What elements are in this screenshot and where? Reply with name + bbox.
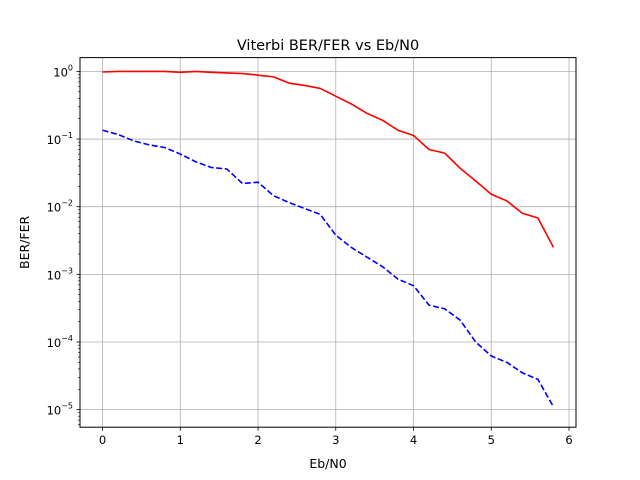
y-tick-label: 10−1: [47, 131, 73, 147]
x-tick-label: 5: [488, 433, 495, 447]
y-tick-label-exponent: −4: [61, 334, 73, 343]
series-line-2: [102, 129, 555, 408]
y-tick-label-base: 10: [47, 268, 62, 282]
x-tick-label: 0: [99, 433, 106, 447]
y-tick-label-exponent: −2: [61, 199, 73, 208]
x-axis-ticks: 0 1 2 3 4 5 6: [99, 427, 573, 447]
x-tick-label: 1: [177, 433, 184, 447]
y-tick-label-base: 10: [47, 201, 62, 215]
y-tick-label-exponent: −1: [61, 131, 73, 140]
y-tick-label-base: 10: [53, 65, 68, 79]
y-tick-label-base: 10: [47, 336, 62, 350]
y-tick-label-exponent: −3: [61, 266, 73, 275]
y-tick-label-exponent: 0: [68, 63, 73, 72]
y-tick-label: 10−5: [47, 402, 73, 418]
y-tick-label: 100: [53, 63, 73, 79]
x-tick-label: 3: [332, 433, 339, 447]
grid-lines: [80, 57, 576, 428]
x-tick-label: 2: [254, 433, 261, 447]
x-axis-label: Eb/N0: [309, 456, 346, 471]
axes-frame: [79, 57, 577, 428]
y-tick-label: 10−4: [47, 334, 73, 350]
y-tick-label-base: 10: [47, 404, 62, 418]
series-line-1: [102, 70, 555, 248]
y-axis-label: BER/FER: [17, 216, 32, 269]
y-tick-label: 10−2: [47, 199, 73, 215]
chart-title: Viterbi BER/FER vs Eb/N0: [237, 38, 419, 54]
y-tick-label: 10−3: [47, 266, 73, 282]
x-tick-label: 4: [410, 433, 417, 447]
plot-series: [102, 70, 555, 408]
y-tick-label-base: 10: [47, 133, 62, 147]
x-tick-label: 6: [565, 433, 572, 447]
y-tick-label-exponent: −5: [61, 402, 73, 411]
